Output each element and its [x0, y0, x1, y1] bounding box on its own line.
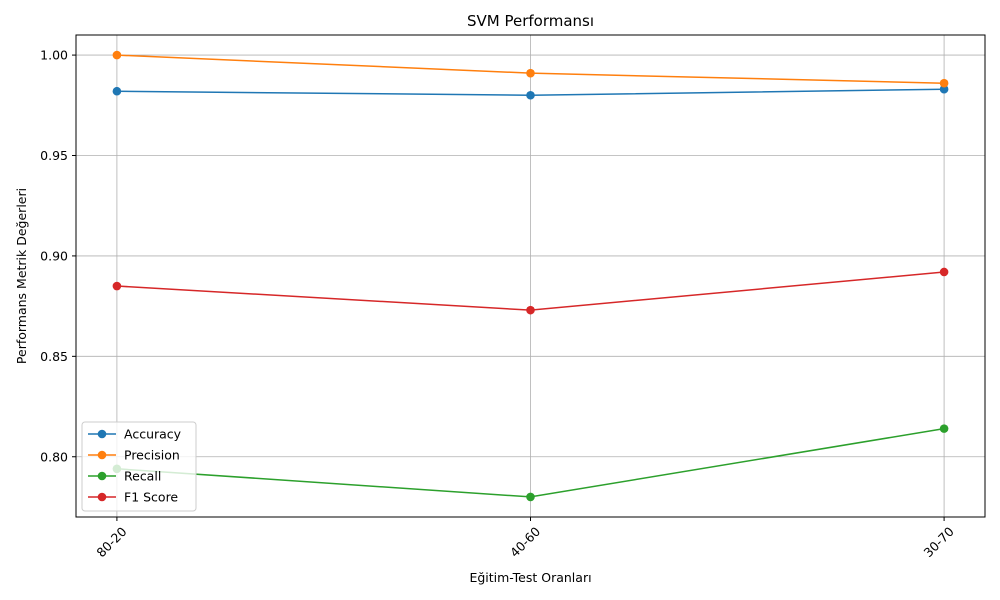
legend-box [81, 421, 197, 512]
data-point [939, 78, 949, 88]
data-point [526, 492, 535, 502]
legend-swatch-marker [97, 429, 107, 439]
y-tick-label: 0.80 [40, 449, 68, 464]
y-tick-label: 0.90 [40, 248, 68, 263]
data-point [112, 86, 122, 96]
legend-item: Precision [88, 448, 180, 463]
legend-item: F1 Score [88, 490, 178, 505]
data-point [939, 424, 949, 433]
x-axis-label: Eğitim-Test Oranları [469, 570, 591, 585]
data-point [526, 305, 535, 315]
y-tick-label: 0.85 [40, 349, 68, 364]
legend-label: Recall [124, 469, 161, 484]
series-layer [112, 50, 949, 502]
legend-swatch-marker [97, 450, 107, 460]
legend-swatch-marker [97, 471, 107, 481]
y-tick-label: 0.95 [40, 148, 68, 163]
data-point [939, 267, 949, 277]
legend-item: Accuracy [88, 427, 182, 442]
data-point [526, 90, 535, 100]
y-tick-label: 1.00 [40, 48, 68, 63]
series-f1-score [112, 267, 949, 315]
chart-title: SVM Performansı [467, 12, 594, 30]
series-precision [112, 50, 949, 88]
legend-label: F1 Score [124, 490, 178, 505]
legend-label: Precision [124, 448, 180, 463]
series-accuracy [112, 84, 949, 100]
data-point [526, 68, 535, 78]
data-point [112, 50, 122, 60]
y-axis-label: Performans Metrik Değerleri [14, 188, 29, 364]
legend-label: Accuracy [124, 427, 182, 442]
data-point [112, 281, 122, 291]
legend-swatch-marker [97, 492, 107, 502]
legend-item: Recall [88, 469, 161, 484]
legend: Accuracy Precision Recall F1 Score [81, 421, 197, 512]
data-point [939, 84, 949, 94]
